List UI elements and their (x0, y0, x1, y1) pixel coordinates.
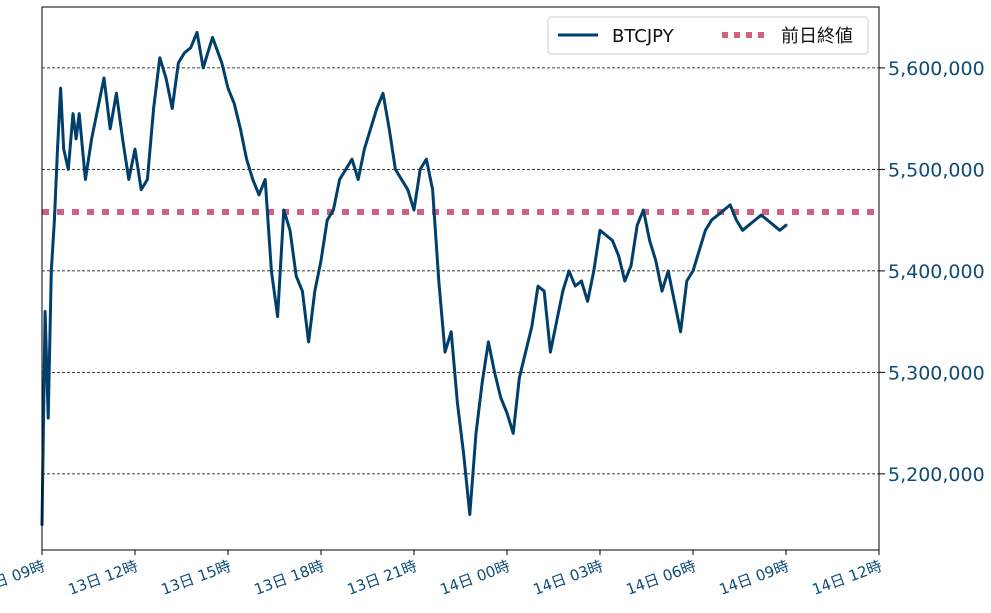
x-tick-label: 14日 03時 (531, 557, 606, 599)
x-tick-label: 13日 09時 (0, 557, 47, 599)
x-tick-label: 14日 00時 (438, 557, 513, 599)
y-tick-label: 5,200,000 (888, 464, 985, 486)
y-axis-ticks: 5,200,000 5,300,000 5,400,000 5,500,000 5,60… (879, 58, 985, 486)
series-layer (40, 30, 788, 527)
x-tick-label: 14日 09時 (717, 557, 792, 599)
legend-box (547, 16, 869, 55)
legend: BTCJPY 前日終値 (547, 16, 869, 55)
x-tick-label: 14日 06時 (624, 557, 699, 599)
x-axis-ticks: 13日 09時 13日 12時 13日 15時 13日 18時 13日 21時 14日 0… (0, 550, 884, 599)
x-tick-label: 13日 21時 (345, 557, 420, 599)
plot-frame (41, 6, 880, 551)
y-tick-label: 5,600,000 (888, 58, 985, 80)
legend-label-prev-close: 前日終値 (781, 26, 853, 47)
x-tick-label: 13日 18時 (252, 557, 327, 599)
series-line-btcjpy (40, 30, 788, 527)
y-tick-label: 5,500,000 (888, 159, 985, 181)
legend-label-btcjpy: BTCJPY (612, 26, 675, 47)
y-tick-label: 5,300,000 (888, 362, 985, 384)
x-tick-label: 13日 15時 (159, 557, 234, 599)
x-tick-label: 14日 12時 (810, 557, 885, 599)
gridlines (42, 67, 879, 475)
y-tick-label: 5,400,000 (888, 261, 985, 283)
x-tick-label: 13日 12時 (66, 557, 141, 599)
